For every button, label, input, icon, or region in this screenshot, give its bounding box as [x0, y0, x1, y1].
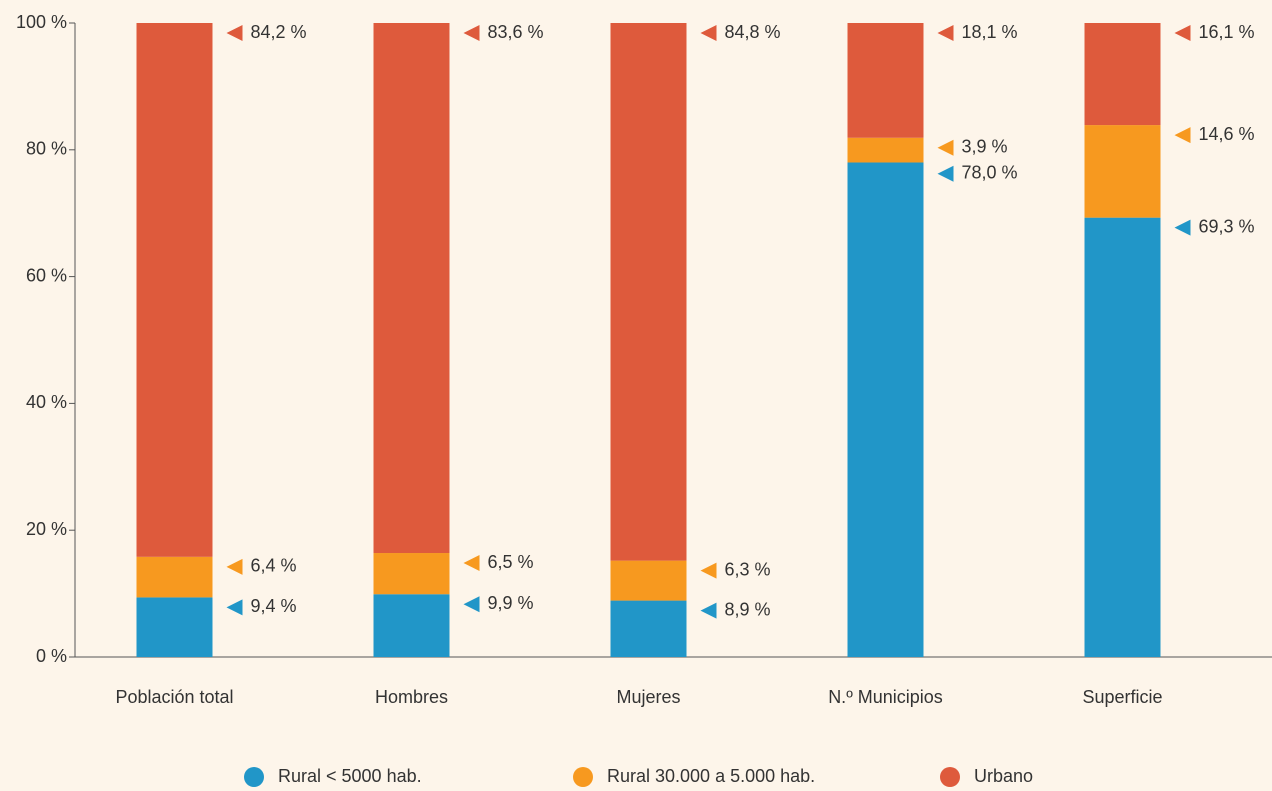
x-tick-label: Hombres	[375, 687, 448, 707]
label-pointer	[700, 562, 717, 579]
y-tick-label: 0 %	[36, 646, 67, 666]
label-pointer	[700, 25, 717, 41]
label-pointer	[1174, 25, 1191, 41]
label-pointer	[700, 602, 717, 619]
bar-segment	[610, 600, 687, 657]
y-tick-label: 100 %	[16, 12, 67, 32]
legend-label: Rural < 5000 hab.	[278, 766, 422, 786]
label-pointer	[937, 165, 954, 182]
label-pointer	[226, 25, 243, 41]
bar-segment	[1084, 23, 1161, 126]
bar-segment	[610, 560, 687, 601]
bar-segment	[136, 23, 213, 557]
value-label: 3,9 %	[962, 137, 1008, 157]
x-tick-label: Superficie	[1082, 687, 1162, 707]
bar-segment	[373, 553, 450, 595]
value-label: 6,5 %	[488, 552, 534, 572]
value-label: 6,4 %	[251, 556, 297, 576]
legend-swatch	[244, 767, 264, 787]
label-pointer	[463, 596, 480, 613]
bar-segment	[373, 23, 450, 554]
label-pointer	[937, 139, 954, 156]
x-tick-label: N.º Municipios	[828, 687, 943, 707]
bar-segment	[1084, 217, 1161, 657]
value-label: 18,1 %	[962, 22, 1018, 42]
label-pointer	[463, 25, 480, 41]
value-label: 84,8 %	[725, 22, 781, 42]
bar-segment	[847, 162, 924, 658]
y-tick-label: 40 %	[26, 392, 67, 412]
x-tick-label: Mujeres	[616, 687, 680, 707]
y-tick-label: 60 %	[26, 265, 67, 285]
label-pointer	[1174, 219, 1191, 236]
value-label: 6,3 %	[725, 559, 771, 579]
bar-segment	[847, 23, 924, 138]
value-label: 83,6 %	[488, 22, 544, 42]
label-pointer	[463, 555, 480, 572]
bar-segment	[610, 23, 687, 561]
y-tick-label: 20 %	[26, 519, 67, 539]
value-label: 14,6 %	[1199, 124, 1255, 144]
y-tick-label: 80 %	[26, 139, 67, 159]
value-label: 16,1 %	[1199, 22, 1255, 42]
legend-swatch	[940, 767, 960, 787]
x-tick-label: Población total	[115, 687, 233, 707]
value-label: 9,4 %	[251, 596, 297, 616]
label-pointer	[226, 558, 243, 575]
value-label: 8,9 %	[725, 599, 771, 619]
bar-segment	[847, 137, 924, 163]
label-pointer	[226, 599, 243, 616]
value-label: 84,2 %	[251, 22, 307, 42]
legend-label: Urbano	[974, 766, 1033, 786]
value-label: 69,3 %	[1199, 216, 1255, 236]
bar-segment	[373, 594, 450, 657]
bar-segment	[136, 556, 213, 598]
legend-label: Rural 30.000 a 5.000 hab.	[607, 766, 815, 786]
bar-segment	[1084, 125, 1161, 218]
legend-swatch	[573, 767, 593, 787]
label-pointer	[937, 25, 954, 41]
label-pointer	[1174, 127, 1191, 144]
value-label: 9,9 %	[488, 593, 534, 613]
bar-segment	[136, 597, 213, 657]
value-label: 78,0 %	[962, 163, 1018, 183]
